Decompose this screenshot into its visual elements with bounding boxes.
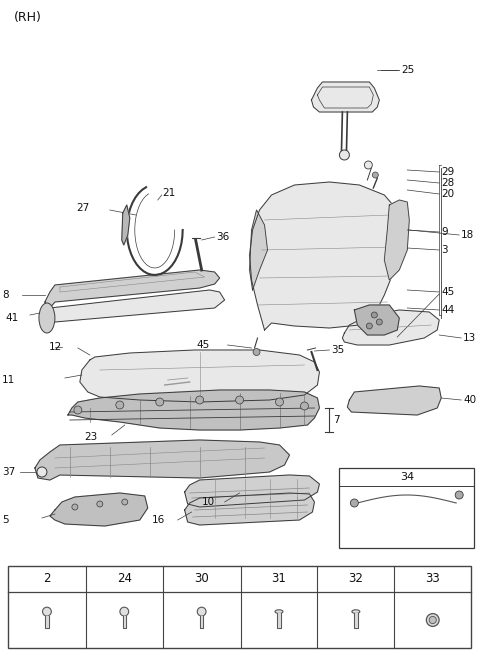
Text: 25: 25 bbox=[401, 65, 415, 75]
Circle shape bbox=[366, 323, 372, 329]
Circle shape bbox=[372, 312, 377, 318]
Text: 40: 40 bbox=[463, 395, 476, 405]
Text: 36: 36 bbox=[216, 232, 230, 242]
Circle shape bbox=[455, 491, 463, 499]
Polygon shape bbox=[384, 200, 409, 280]
Polygon shape bbox=[45, 290, 225, 322]
Circle shape bbox=[300, 402, 309, 410]
Bar bbox=[339, 468, 474, 548]
Circle shape bbox=[122, 499, 128, 505]
Circle shape bbox=[156, 398, 164, 406]
Text: 11: 11 bbox=[2, 375, 15, 385]
Text: 33: 33 bbox=[425, 573, 440, 586]
Circle shape bbox=[197, 607, 206, 616]
Polygon shape bbox=[50, 493, 148, 526]
Text: 13: 13 bbox=[463, 333, 477, 343]
Text: 10: 10 bbox=[202, 497, 215, 507]
Text: 9: 9 bbox=[441, 227, 448, 237]
Text: 45: 45 bbox=[441, 287, 455, 297]
Polygon shape bbox=[200, 616, 204, 628]
Text: 35: 35 bbox=[331, 345, 345, 355]
Circle shape bbox=[196, 396, 204, 404]
Text: 32: 32 bbox=[348, 573, 363, 586]
Circle shape bbox=[236, 396, 243, 404]
Ellipse shape bbox=[352, 610, 360, 613]
Text: 29: 29 bbox=[441, 167, 455, 177]
Polygon shape bbox=[45, 616, 48, 628]
Polygon shape bbox=[354, 305, 399, 335]
Polygon shape bbox=[348, 386, 441, 415]
Text: 41: 41 bbox=[5, 313, 18, 323]
Ellipse shape bbox=[275, 610, 283, 613]
Polygon shape bbox=[122, 205, 130, 245]
Circle shape bbox=[37, 467, 47, 477]
Text: 20: 20 bbox=[441, 189, 455, 199]
Text: (RH): (RH) bbox=[14, 12, 42, 24]
Text: 31: 31 bbox=[272, 573, 287, 586]
Text: 28: 28 bbox=[441, 178, 455, 188]
Polygon shape bbox=[185, 475, 319, 507]
Polygon shape bbox=[342, 310, 439, 345]
Circle shape bbox=[364, 161, 372, 169]
Text: 3: 3 bbox=[441, 245, 448, 255]
Text: 21: 21 bbox=[163, 188, 176, 198]
Bar bbox=[8, 566, 471, 648]
Polygon shape bbox=[312, 82, 379, 112]
Circle shape bbox=[376, 319, 383, 325]
Text: 12: 12 bbox=[48, 342, 62, 352]
Circle shape bbox=[339, 150, 349, 160]
Circle shape bbox=[426, 613, 439, 626]
Text: 18: 18 bbox=[461, 230, 474, 240]
Circle shape bbox=[43, 607, 51, 616]
Circle shape bbox=[253, 348, 260, 356]
Circle shape bbox=[72, 504, 78, 510]
Circle shape bbox=[429, 617, 436, 624]
Polygon shape bbox=[80, 350, 319, 402]
Circle shape bbox=[120, 607, 129, 616]
Circle shape bbox=[372, 172, 378, 178]
Text: 30: 30 bbox=[194, 573, 209, 586]
Circle shape bbox=[350, 499, 359, 507]
Text: 2: 2 bbox=[43, 573, 51, 586]
Circle shape bbox=[276, 398, 284, 406]
Text: 5: 5 bbox=[2, 515, 9, 525]
Polygon shape bbox=[354, 613, 358, 628]
Ellipse shape bbox=[39, 303, 55, 333]
Circle shape bbox=[97, 501, 103, 507]
Text: 8: 8 bbox=[2, 290, 9, 300]
Text: 45: 45 bbox=[196, 340, 210, 350]
Text: 16: 16 bbox=[152, 515, 165, 525]
Circle shape bbox=[74, 406, 82, 414]
Polygon shape bbox=[45, 270, 220, 308]
Polygon shape bbox=[35, 440, 289, 480]
Polygon shape bbox=[250, 210, 267, 290]
Text: 24: 24 bbox=[117, 573, 132, 586]
Circle shape bbox=[116, 401, 124, 409]
Text: 7: 7 bbox=[334, 415, 340, 425]
Text: 27: 27 bbox=[77, 203, 90, 213]
Polygon shape bbox=[277, 613, 281, 628]
Polygon shape bbox=[250, 182, 399, 330]
Polygon shape bbox=[68, 390, 319, 430]
Text: 37: 37 bbox=[2, 467, 15, 477]
Text: 23: 23 bbox=[84, 432, 98, 442]
Text: 44: 44 bbox=[441, 305, 455, 315]
Polygon shape bbox=[122, 616, 126, 628]
Text: 34: 34 bbox=[400, 472, 414, 482]
Polygon shape bbox=[185, 493, 314, 525]
